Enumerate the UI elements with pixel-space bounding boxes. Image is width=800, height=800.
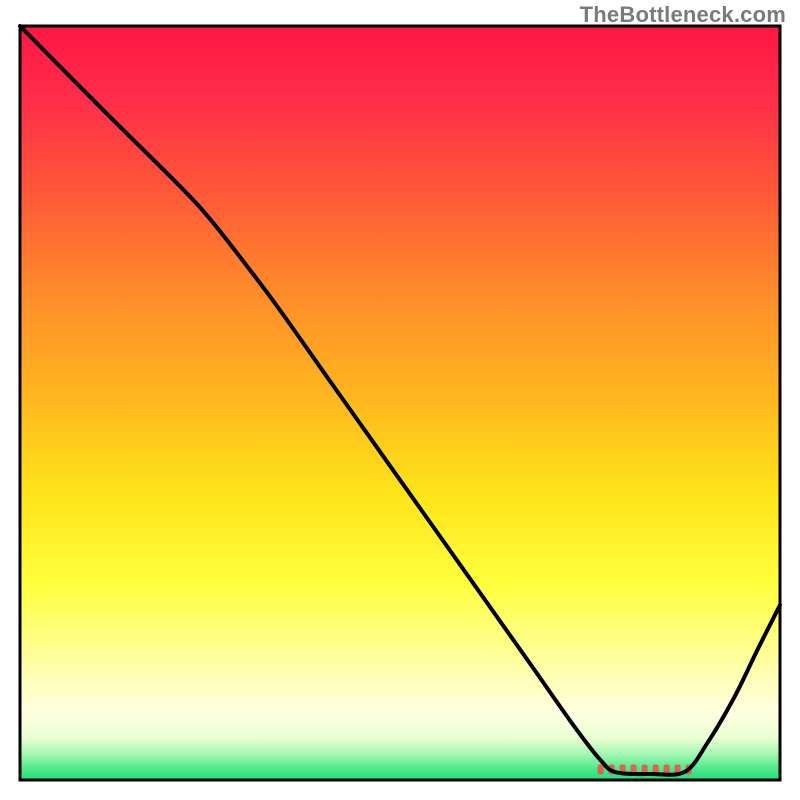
- chart-canvas: [0, 0, 800, 800]
- bottleneck-chart: TheBottleneck.com: [0, 0, 800, 800]
- watermark-text: TheBottleneck.com: [580, 2, 786, 28]
